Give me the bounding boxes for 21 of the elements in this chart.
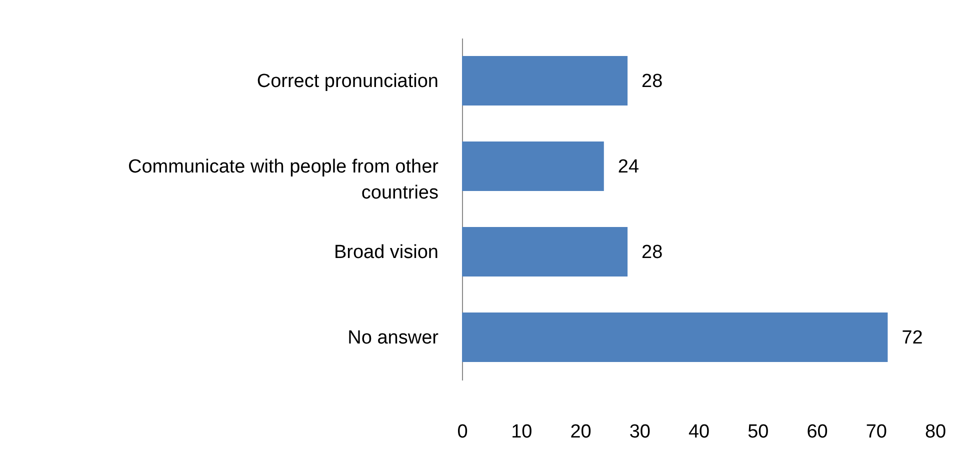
x-tick-label: 70 [866, 422, 887, 442]
x-tick-label: 40 [688, 422, 710, 442]
x-tick-label: 20 [570, 422, 592, 442]
x-tick-label: 30 [629, 422, 650, 442]
y-tick-label: Broad vision [334, 242, 438, 263]
x-tick-label: 50 [748, 422, 769, 442]
y-tick-label: Correct pronunciation [256, 70, 438, 92]
x-tick-label: 10 [511, 422, 532, 442]
bar [462, 312, 888, 362]
y-tick-label: No answer [348, 327, 440, 348]
x-tick-label: 0 [457, 422, 468, 442]
data-label: 24 [618, 156, 640, 178]
data-label: 72 [902, 327, 923, 348]
bar [462, 56, 628, 106]
x-tick-label: 60 [806, 422, 828, 442]
y-tick-label: Communicate with people from other countries [128, 156, 440, 204]
data-label: 28 [642, 70, 663, 92]
bar [462, 226, 628, 277]
x-tick-label: 80 [924, 422, 946, 442]
data-label: 28 [642, 242, 663, 263]
bar [462, 141, 604, 192]
